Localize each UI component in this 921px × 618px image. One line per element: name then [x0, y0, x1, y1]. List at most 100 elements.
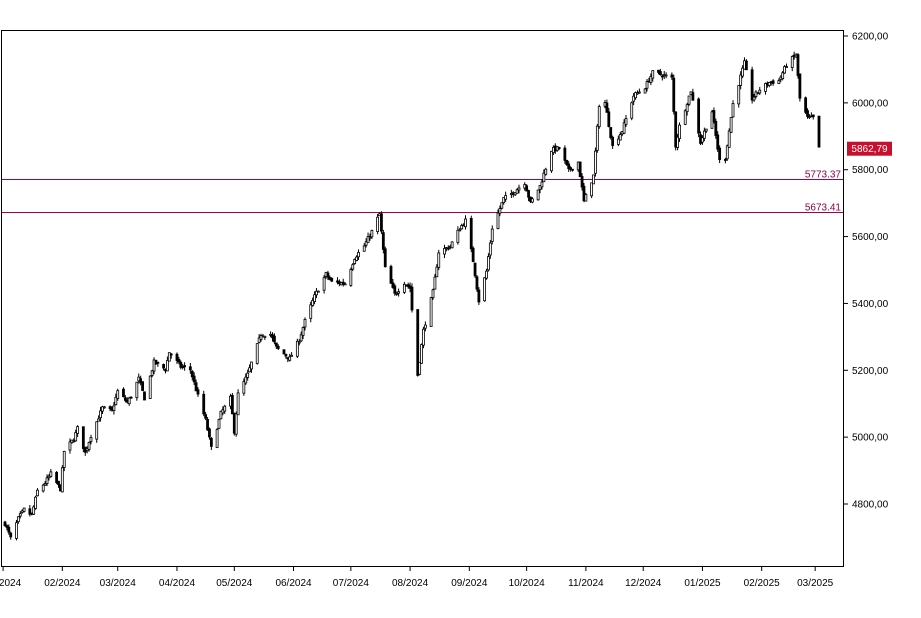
- y-tick-label: 5000,00: [852, 433, 889, 444]
- candle-body: [395, 293, 399, 295]
- candle-body: [3, 521, 7, 527]
- candle-body: [718, 147, 722, 160]
- candle-body: [475, 276, 479, 290]
- candle-body: [22, 507, 26, 512]
- candle-body: [55, 471, 58, 483]
- candle-body: [179, 361, 183, 368]
- candle-body: [276, 345, 280, 349]
- candle-body: [236, 392, 240, 416]
- candle-body: [108, 406, 112, 410]
- candle-body: [406, 284, 410, 287]
- candle-body: [611, 136, 615, 146]
- candle-body: [41, 484, 45, 492]
- candle-body: [790, 56, 794, 69]
- y-tick-label: 5400,00: [852, 299, 889, 310]
- candle-body: [550, 150, 553, 172]
- candle-body: [299, 334, 303, 342]
- candle-body: [47, 475, 51, 479]
- candle-body: [274, 342, 278, 347]
- candle-body: [416, 309, 420, 376]
- candle-body: [750, 69, 754, 101]
- candle-body: [664, 74, 668, 77]
- candle-body: [219, 410, 223, 420]
- candle-body: [498, 208, 502, 214]
- candle-body: [89, 437, 93, 442]
- candle-body: [595, 125, 599, 151]
- candle-body: [729, 117, 733, 133]
- candle-body: [817, 115, 821, 148]
- candle-body: [381, 232, 385, 250]
- candle-body: [477, 289, 481, 303]
- x-tick-label: 02/2024: [44, 578, 81, 589]
- candle-body: [248, 367, 251, 373]
- candle-body: [423, 324, 427, 329]
- candle-body: [393, 285, 397, 294]
- candle-body: [634, 92, 637, 99]
- candle-body: [567, 163, 571, 169]
- candle-body: [242, 381, 246, 394]
- candle-body: [76, 426, 80, 434]
- candle-body: [515, 189, 519, 194]
- y-tick-label: 6000,00: [852, 98, 889, 109]
- candle-body: [177, 359, 181, 363]
- candle-body: [697, 98, 701, 134]
- candle-body: [469, 218, 473, 250]
- candle-body: [496, 212, 500, 230]
- candle-body: [649, 76, 653, 83]
- candle-body: [584, 194, 588, 202]
- candle-body: [255, 343, 259, 364]
- candle-body: [353, 259, 357, 264]
- y-tick-label: 5200,00: [852, 366, 889, 377]
- candle-body: [391, 282, 395, 288]
- candle-body: [259, 335, 263, 340]
- candle-body: [670, 74, 674, 78]
- candle-body: [460, 225, 464, 230]
- candle-body: [446, 247, 450, 250]
- candle-body: [156, 361, 160, 364]
- candle-body: [422, 328, 425, 346]
- candle-body: [410, 286, 414, 311]
- candle-body: [637, 91, 641, 94]
- candle-body: [456, 229, 460, 243]
- candle-body: [127, 397, 131, 405]
- candle-body: [651, 70, 655, 79]
- candle-body: [754, 91, 758, 97]
- candle-body: [376, 216, 380, 232]
- candle-body: [313, 294, 316, 302]
- candle-body: [571, 168, 574, 171]
- candle-body: [311, 300, 315, 306]
- x-tick-label: 12/2024: [625, 578, 662, 589]
- candle-body: [557, 147, 561, 149]
- y-axis: 6200,00 6000,00 5800,00 5600,00 5400,00 5200,…: [843, 32, 889, 511]
- candle-body: [5, 525, 9, 528]
- candle-body: [74, 432, 78, 442]
- candle-body: [129, 396, 133, 399]
- x-tick-label: 01/2024: [0, 578, 22, 589]
- candle-body: [139, 378, 143, 384]
- candle-body: [674, 111, 678, 148]
- candle-body: [284, 354, 288, 357]
- candle-body: [563, 147, 567, 161]
- candle-body: [215, 429, 219, 449]
- candle-body: [683, 110, 687, 125]
- candle-body: [288, 356, 292, 361]
- candle-body: [402, 283, 406, 293]
- candle-body: [167, 352, 171, 362]
- candle-body: [811, 114, 815, 118]
- candle-body: [204, 414, 208, 419]
- candle-body: [764, 83, 767, 92]
- candle-body: [731, 103, 735, 118]
- candle-body: [590, 182, 594, 197]
- candle-body: [208, 428, 211, 438]
- candle-body: [357, 252, 360, 258]
- candle-body: [685, 104, 689, 113]
- candle-body: [597, 106, 601, 128]
- y-tick-label: 5800,00: [852, 165, 889, 176]
- candle-body: [431, 289, 435, 299]
- candle-body: [34, 496, 37, 509]
- candle-body: [28, 508, 32, 515]
- x-tick-label: 02/2025: [744, 578, 781, 589]
- x-tick-label: 03/2025: [797, 578, 834, 589]
- candle-body: [309, 304, 313, 319]
